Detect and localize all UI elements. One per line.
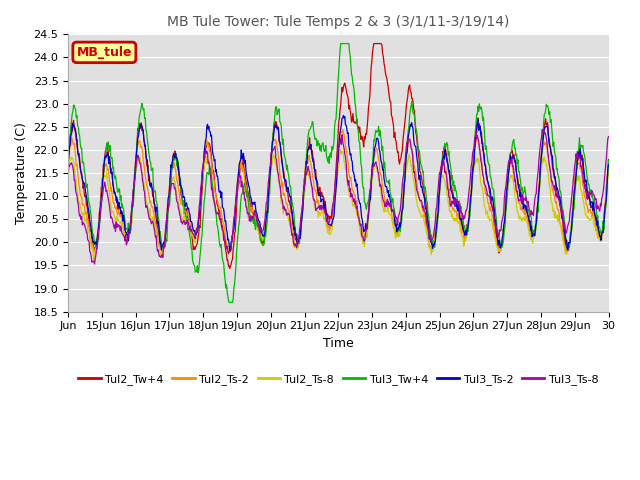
Text: MB_tule: MB_tule — [77, 46, 132, 59]
Y-axis label: Temperature (C): Temperature (C) — [15, 122, 28, 224]
Legend: Tul2_Tw+4, Tul2_Ts-2, Tul2_Ts-8, Tul3_Tw+4, Tul3_Ts-2, Tul3_Ts-8: Tul2_Tw+4, Tul2_Ts-2, Tul2_Ts-8, Tul3_Tw… — [74, 370, 603, 389]
Title: MB Tule Tower: Tule Temps 2 & 3 (3/1/11-3/19/14): MB Tule Tower: Tule Temps 2 & 3 (3/1/11-… — [167, 15, 509, 29]
X-axis label: Time: Time — [323, 337, 354, 350]
